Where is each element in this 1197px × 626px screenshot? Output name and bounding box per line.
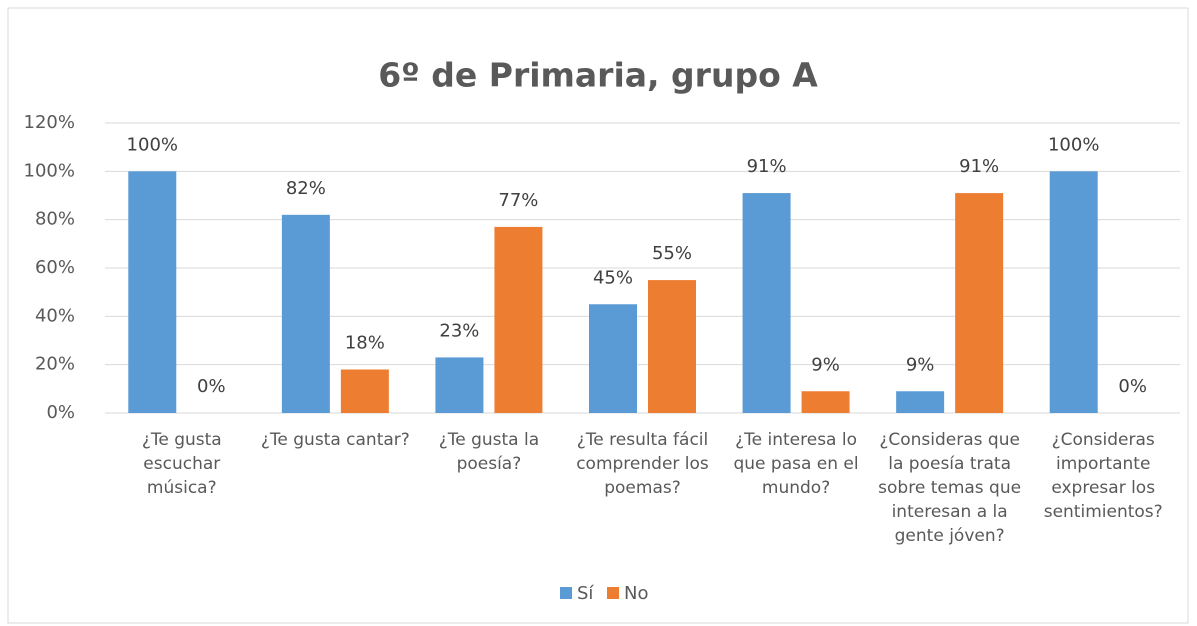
y-tick-label: 80% <box>35 209 75 230</box>
data-label: 0% <box>1118 376 1147 397</box>
legend-label: No <box>624 583 648 604</box>
legend-swatch <box>607 587 619 599</box>
y-tick-label: 120% <box>24 112 75 133</box>
bar <box>742 193 791 413</box>
data-label: 91% <box>747 156 787 177</box>
legend-swatch <box>560 587 572 599</box>
x-tick-label: ¿Consideras importante expresar los sent… <box>1043 430 1163 522</box>
bar <box>340 369 389 413</box>
data-label: 91% <box>959 156 999 177</box>
x-tick-label: ¿Te resulta fácil comprender los poemas? <box>576 430 709 498</box>
x-tick-label: ¿Te gusta escuchar música? <box>141 430 222 498</box>
data-label: 100% <box>127 134 178 155</box>
data-label: 0% <box>197 376 226 397</box>
data-label: 9% <box>906 354 935 375</box>
bar <box>435 357 484 413</box>
data-label: 18% <box>345 333 385 354</box>
x-tick-label: ¿Te gusta la poesía? <box>438 430 540 474</box>
bar <box>1049 171 1098 413</box>
data-label: 55% <box>652 243 692 264</box>
x-tick-label: ¿Te gusta cantar? <box>260 430 410 450</box>
data-label: 45% <box>593 267 633 288</box>
data-label: 9% <box>811 354 840 375</box>
data-label: 23% <box>439 320 479 341</box>
y-tick-label: 40% <box>35 305 75 326</box>
chart-title: 6º de Primaria, grupo A <box>378 56 818 95</box>
bar <box>801 391 850 413</box>
bar <box>648 280 696 413</box>
y-tick-label: 100% <box>24 160 75 181</box>
data-label: 77% <box>498 190 538 211</box>
y-tick-label: 20% <box>35 354 75 375</box>
bar <box>896 391 945 413</box>
legend-label: Sí <box>577 583 594 604</box>
bar <box>281 214 330 413</box>
data-label: 82% <box>286 178 326 199</box>
y-tick-label: 60% <box>35 257 75 278</box>
bar <box>589 304 637 413</box>
x-tick-label: ¿Consideras que la poesía trata sobre te… <box>878 430 1022 546</box>
bar <box>128 171 177 413</box>
x-tick-label: ¿Te interesa lo que pasa en el mundo? <box>733 430 859 498</box>
data-label: 100% <box>1048 134 1099 155</box>
bar <box>494 226 543 413</box>
y-tick-label: 0% <box>46 402 75 423</box>
bar <box>955 193 1004 413</box>
